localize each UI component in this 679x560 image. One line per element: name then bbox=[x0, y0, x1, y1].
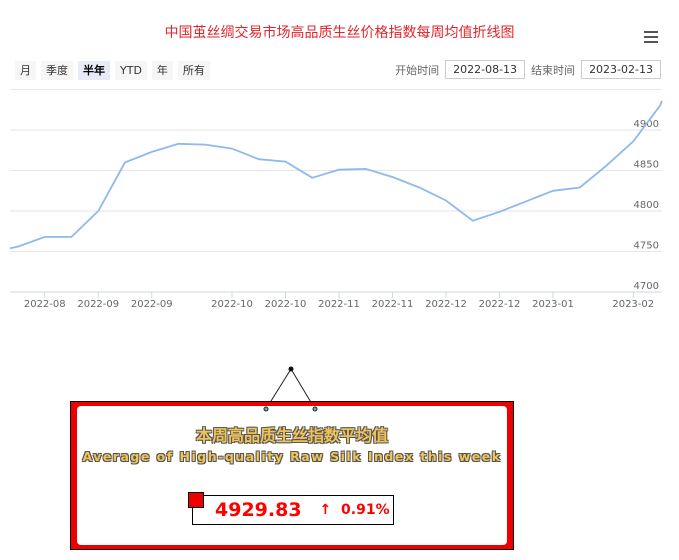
x-tick-label: 2023-01 bbox=[532, 299, 574, 310]
panel-title-en: Average of High-quality Raw Silk Index t… bbox=[82, 449, 502, 464]
y-tick-label: 4850 bbox=[634, 160, 659, 171]
date-range: 开始时间 2022-08-13 结束时间 2023-02-13 bbox=[389, 60, 661, 79]
start-date-input[interactable]: 2022-08-13 bbox=[445, 60, 526, 79]
x-tick-label: 2022-10 bbox=[265, 299, 307, 310]
y-tick-label: 4750 bbox=[634, 241, 659, 252]
x-tick-label: 2022-12 bbox=[425, 299, 467, 310]
x-tick-label: 2022-08 bbox=[24, 299, 66, 310]
range-month-button[interactable]: 月 bbox=[15, 61, 36, 80]
y-tick-label: 4800 bbox=[634, 200, 659, 211]
x-tick-label: 2022-10 bbox=[211, 299, 253, 310]
index-value: 4929.83 bbox=[215, 499, 302, 521]
end-date-input[interactable]: 2023-02-13 bbox=[581, 60, 661, 79]
weekly-average-panel: 本周高品质生丝指数平均值 Average of High-quality Raw… bbox=[70, 401, 514, 550]
range-all-button[interactable]: 所有 bbox=[177, 61, 210, 80]
end-date-label: 结束时间 bbox=[531, 63, 576, 77]
range-ytd-button[interactable]: YTD bbox=[115, 61, 147, 80]
x-tick-label: 2022-11 bbox=[372, 299, 414, 310]
x-tick-label: 2023-02 bbox=[612, 299, 654, 310]
index-change: 0.91% bbox=[341, 502, 390, 518]
range-selector: 月 季度 半年 YTD 年 所有 bbox=[15, 61, 210, 80]
panel-title-cn: 本周高品质生丝指数平均值 bbox=[195, 426, 388, 445]
red-square-icon bbox=[188, 492, 204, 508]
chart-title: 中国茧丝绸交易市场高品质生丝价格指数每周均值折线图 bbox=[164, 25, 515, 41]
y-tick-label: 4700 bbox=[634, 281, 659, 292]
range-halfyear-button[interactable]: 半年 bbox=[78, 61, 110, 80]
start-date-label: 开始时间 bbox=[395, 63, 440, 77]
series-line bbox=[9, 100, 663, 250]
x-tick-label: 2022-09 bbox=[77, 299, 119, 310]
range-quarter-button[interactable]: 季度 bbox=[41, 61, 73, 80]
x-tick-label: 2022-11 bbox=[318, 299, 360, 310]
up-arrow-icon: ↑ bbox=[319, 502, 332, 518]
x-tick-label: 2022-09 bbox=[131, 299, 173, 310]
range-year-button[interactable]: 年 bbox=[151, 61, 173, 80]
hamburger-icon[interactable] bbox=[644, 31, 658, 46]
index-value-box: 4929.83 ↑ 0.91% bbox=[192, 495, 394, 525]
x-tick-label: 2022-12 bbox=[479, 299, 521, 310]
